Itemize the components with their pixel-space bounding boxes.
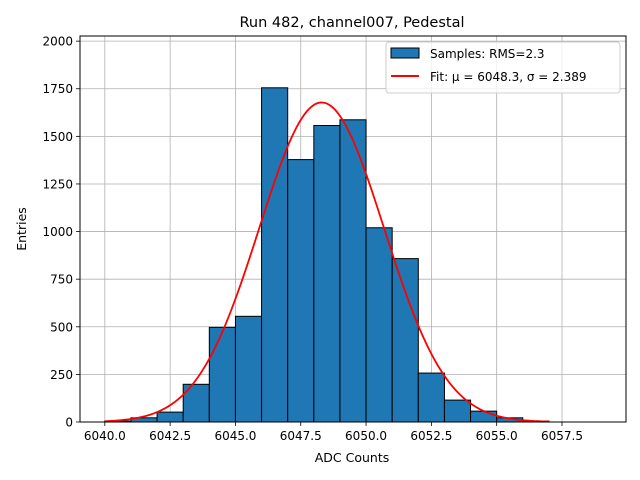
chart-title: Run 482, channel007, Pedestal [239,15,464,31]
histogram-bar [261,87,289,423]
gaussian-fit-curve [104,101,549,423]
y-axis-ticks: 0 250 500 750 1000 1250 1500 1750 2000 [42,35,80,430]
histogram-bar [391,258,419,423]
y-tick-label: 1500 [42,130,73,144]
histogram-bar [470,410,498,423]
x-tick-label: 6052.5 [410,429,452,443]
histogram-bar [365,227,393,423]
x-axis-label: ADC Counts [315,450,390,465]
y-axis-label: Entries [14,207,29,251]
histogram-bar [287,159,315,423]
histogram-bar [443,399,472,423]
histogram-bar [234,315,263,423]
x-tick-label: 6055.0 [476,429,518,443]
legend-fit-label: Fit: μ = 6048.3, σ = 2.389 [430,70,587,84]
histogram-bar [313,125,341,423]
plot-area-frame [79,35,627,423]
histogram-bar [156,411,184,423]
x-tick-label: 6040.0 [84,429,126,443]
x-axis-ticks: 6040.0 6042.5 6045.0 6047.5 6050.0 6052.5 6055… [84,422,583,443]
histogram-bars [104,87,550,423]
legend-box [385,41,621,94]
y-tick-label: 750 [50,273,73,287]
histogram-bar [339,119,367,423]
legend-samples-swatch [390,47,420,59]
legend: Samples: RMS=2.3 Fit: μ = 6048.3, σ = 2.… [385,41,621,94]
x-tick-label: 6047.5 [280,429,322,443]
y-tick-label: 250 [50,368,73,382]
y-tick-label: 1250 [42,177,73,191]
x-tick-label: 6057.5 [541,429,583,443]
x-tick-label: 6042.5 [149,429,191,443]
y-tick-label: 500 [50,320,73,334]
y-tick-label: 2000 [42,35,73,49]
histogram-bar [208,326,236,423]
y-tick-label: 0 [65,416,73,430]
y-tick-label: 1750 [42,82,73,96]
x-tick-label: 6050.0 [345,429,387,443]
y-tick-label: 1000 [42,225,73,239]
x-tick-label: 6045.0 [214,429,256,443]
histogram-bar [417,372,445,423]
fit-curve-layer [104,101,549,423]
legend-samples-label: Samples: RMS=2.3 [430,47,545,61]
